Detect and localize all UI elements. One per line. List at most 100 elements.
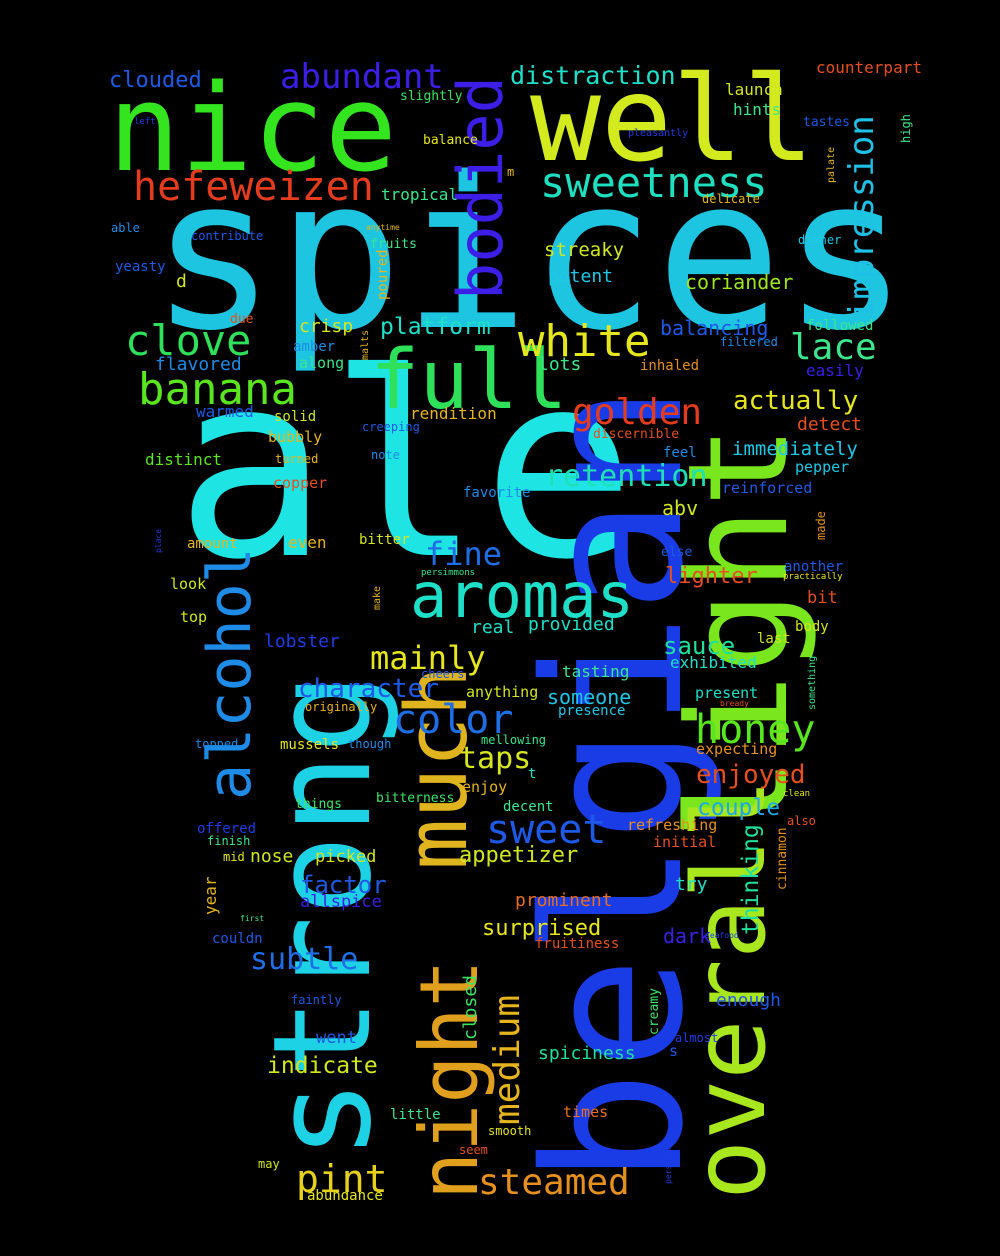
- word-feel: feel: [663, 445, 697, 461]
- word-cheers: cheers: [421, 667, 465, 681]
- word-anything: anything: [466, 683, 539, 701]
- word-launch: launch: [725, 80, 783, 99]
- word-contribute: contribute: [191, 229, 264, 243]
- word-offered: offered: [197, 821, 257, 837]
- word-abundant: abundant: [280, 57, 444, 97]
- word-try: try: [675, 874, 708, 895]
- word-enjoy: enjoy: [462, 778, 508, 796]
- word-creeping: creeping: [362, 420, 420, 434]
- word-pint: pint: [296, 1157, 388, 1201]
- word-bubbly: bubbly: [268, 428, 323, 446]
- word-alcohol: alcohol: [195, 547, 265, 800]
- word-aromas: aromas: [410, 559, 634, 632]
- word-character: character: [298, 674, 439, 704]
- word-copper: copper: [273, 474, 328, 492]
- word-fine: fine: [425, 535, 503, 573]
- word-expecting: expecting: [696, 740, 778, 758]
- word-balancing: balancing: [660, 316, 769, 340]
- word-fruits: fruits: [370, 237, 417, 252]
- word-couldn: couldn: [212, 931, 263, 947]
- word-pleasantly: pleasantly: [628, 128, 689, 139]
- word-may: may: [258, 1157, 280, 1171]
- word-sweet: sweet: [486, 807, 607, 853]
- word-real: real: [471, 617, 515, 638]
- word-white: white: [518, 316, 651, 367]
- word-note: note: [371, 448, 400, 462]
- word-first: first: [240, 914, 265, 923]
- word-initial: initial: [653, 833, 717, 851]
- word-clouded: clouded: [109, 68, 202, 93]
- word-immediately: immediately: [732, 438, 858, 460]
- word-pepper: pepper: [795, 458, 850, 476]
- word-high: high: [899, 114, 913, 143]
- word-balance: balance: [423, 133, 478, 148]
- word-though: though: [348, 737, 392, 751]
- word-full: full: [370, 333, 568, 428]
- word-able: able: [111, 221, 140, 235]
- word-mellowing: mellowing: [481, 733, 547, 747]
- word-closed: closed: [460, 974, 481, 1040]
- word-tropical: tropical: [381, 185, 459, 204]
- word-seafood: seafood: [705, 931, 739, 940]
- word-sweetness: sweetness: [540, 158, 768, 207]
- word-favorite: favorite: [463, 485, 531, 501]
- word-present: present: [695, 684, 759, 702]
- word-topped: topped: [195, 737, 239, 751]
- word-distraction: distraction: [510, 61, 676, 90]
- word-bodied: bodied: [444, 76, 517, 300]
- word-look: look: [170, 575, 207, 593]
- word-counterpart: counterpart: [816, 58, 922, 77]
- word-faintly: faintly: [291, 993, 342, 1007]
- word-something: something: [807, 655, 818, 710]
- word-picked: picked: [315, 847, 377, 867]
- word-smooth: smooth: [488, 1124, 532, 1138]
- word-someone: someone: [547, 685, 632, 709]
- word-body: body: [795, 619, 829, 635]
- word-d: d: [176, 271, 187, 292]
- word-last: last: [757, 631, 791, 647]
- word-well: well: [530, 50, 815, 188]
- word-persistent: persistent: [664, 1135, 673, 1184]
- word-lace: lace: [790, 327, 877, 368]
- word-lighter: lighter: [665, 564, 758, 589]
- word-even: even: [288, 533, 327, 552]
- word-seem: seem: [459, 1143, 488, 1157]
- word-warmed: warmed: [196, 402, 254, 421]
- word-potent: potent: [548, 266, 614, 287]
- word-ale: ale: [175, 319, 636, 616]
- word-bitter: bitter: [359, 532, 410, 548]
- word-dark: dark: [663, 924, 712, 948]
- word-reinforced: reinforced: [722, 479, 813, 497]
- word-solid: solid: [274, 409, 317, 425]
- word-malts: malts: [360, 329, 371, 360]
- word-dinner: dinner: [798, 233, 842, 247]
- word-slightly: slightly: [400, 89, 463, 104]
- word-steamed: steamed: [478, 1162, 630, 1203]
- word-honey: honey: [695, 707, 816, 753]
- word-yeasty: yeasty: [115, 259, 166, 275]
- word-couple: couple: [697, 795, 781, 821]
- word-clean: clean: [783, 789, 811, 799]
- word-practically: practically: [783, 572, 843, 582]
- word-anytime: anytime: [366, 223, 400, 232]
- word-another: another: [784, 559, 844, 575]
- word-amount: amount: [187, 536, 238, 552]
- word-nice: nice: [108, 60, 397, 199]
- word-went: went: [316, 1028, 357, 1048]
- word-banana: banana: [138, 364, 297, 415]
- word-factor: factor: [300, 871, 387, 899]
- word-poured: poured: [375, 249, 391, 300]
- word-presence: presence: [558, 703, 626, 719]
- word-enough: enough: [716, 990, 782, 1011]
- word-mainly: mainly: [370, 639, 486, 677]
- word-provided: provided: [528, 614, 615, 635]
- word-exhibited: exhibited: [670, 653, 757, 672]
- word-make: make: [372, 585, 383, 610]
- word-m: m: [507, 165, 515, 179]
- word-bitterness: bitterness: [376, 791, 455, 806]
- word-streaky: streaky: [544, 239, 625, 261]
- word-s: s: [669, 1042, 679, 1060]
- word-medium: medium: [487, 994, 528, 1125]
- word-thinking: thinking: [738, 824, 764, 935]
- word-delicate: delicate: [702, 192, 760, 206]
